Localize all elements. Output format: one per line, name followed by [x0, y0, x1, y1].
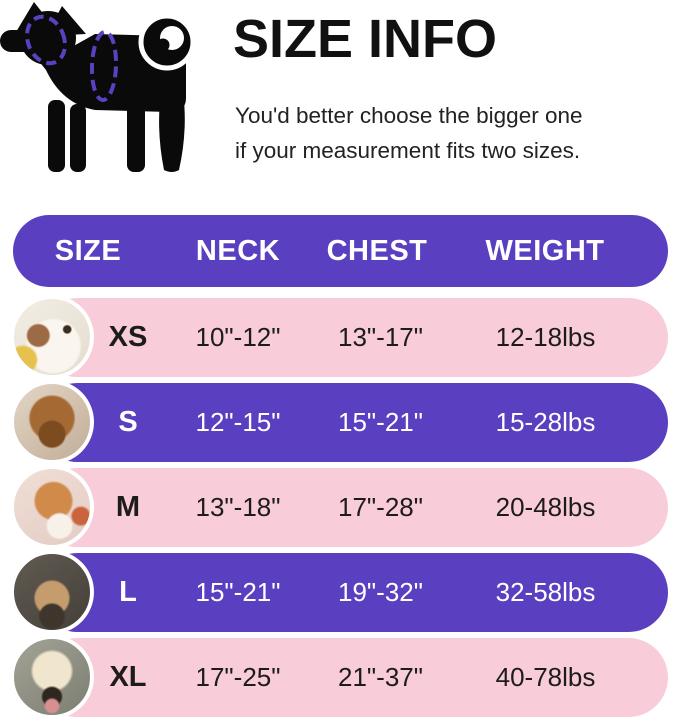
- table-row-xl: XL 17"-25" 21"-37" 40-78lbs: [38, 638, 668, 717]
- size-label: S: [118, 406, 138, 438]
- neck-value: 12"-15": [195, 407, 281, 437]
- table-row-xs: XS 10"-12" 13"-17" 12-18lbs: [38, 298, 668, 377]
- chest-value: 13"-17": [338, 322, 423, 352]
- column-header-size: SIZE: [54, 234, 122, 267]
- size-label: L: [119, 576, 137, 608]
- weight-value: 15-28lbs: [495, 407, 596, 437]
- table-row-s: S 12"-15" 15"-21" 15-28lbs: [38, 383, 668, 462]
- dog-photo-labrador: [10, 635, 94, 719]
- neck-measure-ellipse: [25, 14, 67, 66]
- subtitle-line-2: if your measurement fits two sizes.: [235, 138, 581, 163]
- weight-value: 40-78lbs: [495, 662, 596, 692]
- neck-value: 15"-21": [195, 577, 281, 607]
- table-row-l: L 15"-21" 19"-32" 32-58lbs: [38, 553, 668, 632]
- neck-value: 10"-12": [195, 322, 281, 352]
- size-table-header: SIZE NECK CHEST WEIGHT: [13, 215, 668, 287]
- subtitle: You'd better choose the bigger one if yo…: [235, 98, 675, 168]
- chest-value: 19"-32": [338, 577, 423, 607]
- dog-photo-french-bulldog: [10, 550, 94, 634]
- weight-value: 20-48lbs: [495, 492, 596, 522]
- column-header-chest: CHEST: [326, 234, 428, 267]
- weight-value: 32-58lbs: [495, 577, 596, 607]
- neck-value: 13"-18": [195, 492, 281, 522]
- dog-photo-poodle: [10, 380, 94, 464]
- column-header-neck: NECK: [195, 234, 281, 267]
- neck-value: 17"-25": [195, 662, 281, 692]
- tail-curl: [138, 13, 196, 71]
- dog-photo-shiba-inu: [10, 465, 94, 549]
- dog-measurement-diagram: [0, 2, 196, 172]
- chest-measure-ellipse: [89, 30, 119, 102]
- chest-value: 15"-21": [338, 407, 423, 437]
- size-label: M: [115, 491, 141, 523]
- size-label: XS: [108, 321, 148, 353]
- chest-value: 21"-37": [338, 662, 423, 692]
- column-header-weight: WEIGHT: [485, 234, 605, 267]
- table-row-m: M 13"-18" 17"-28" 20-48lbs: [38, 468, 668, 547]
- dog-photo-pomeranian: [10, 295, 94, 379]
- weight-value: 12-18lbs: [495, 322, 596, 352]
- chest-value: 17"-28": [338, 492, 423, 522]
- subtitle-line-1: You'd better choose the bigger one: [235, 103, 583, 128]
- size-label: XL: [109, 661, 147, 693]
- page-title: SIZE INFO: [233, 9, 498, 69]
